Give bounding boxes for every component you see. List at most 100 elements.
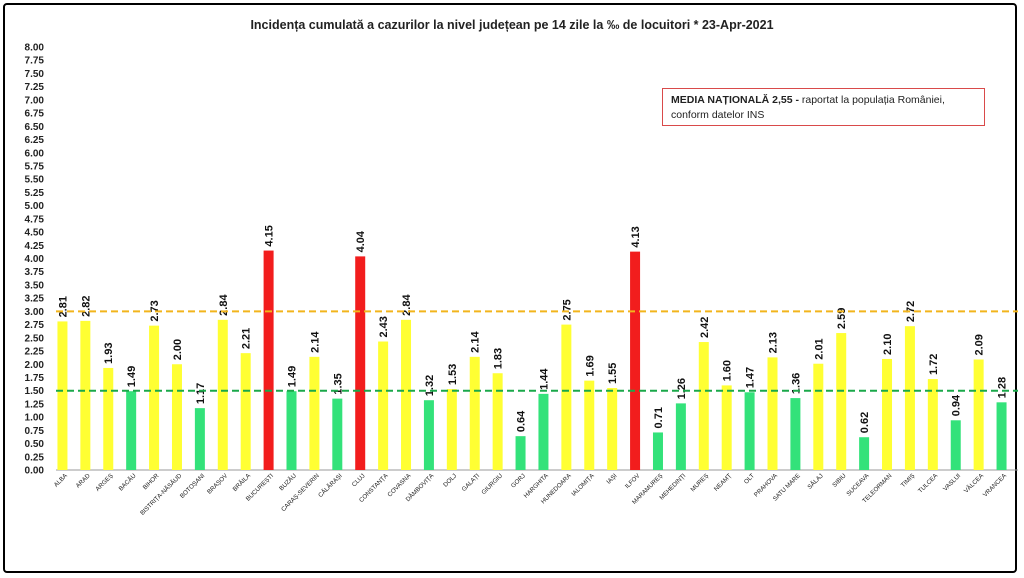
bar-value-label: 2.82 xyxy=(80,295,92,316)
chart-title: Incidența cumulată a cazurilor la nivel … xyxy=(250,18,774,32)
bar-value-label: 2.10 xyxy=(882,334,894,355)
x-category-label: OLT xyxy=(743,472,756,485)
bar-value-label: 2.09 xyxy=(974,334,986,355)
x-category-label: ALBA xyxy=(53,472,70,489)
y-tick-label: 7.00 xyxy=(25,95,45,106)
bar xyxy=(630,251,641,470)
bar-value-label: 4.15 xyxy=(264,225,276,246)
x-category-label: CLUJ xyxy=(351,472,367,488)
x-category-label: VRANCEA xyxy=(982,472,1009,499)
y-tick-label: 6.00 xyxy=(25,148,45,159)
y-tick-label: 7.25 xyxy=(25,82,45,93)
y-tick-label: 6.25 xyxy=(25,135,45,146)
bar-value-label: 1.44 xyxy=(538,368,550,390)
bar-value-label: 2.59 xyxy=(836,308,848,329)
bar xyxy=(836,333,847,470)
bar-value-label: 0.71 xyxy=(653,407,665,428)
bar-value-label: 4.13 xyxy=(630,226,642,247)
y-tick-label: 4.50 xyxy=(25,228,45,239)
x-category-label: IALOMIȚA xyxy=(570,472,596,498)
x-category-label: BRĂILA xyxy=(232,472,253,493)
x-category-label: SIBIU xyxy=(831,472,847,488)
y-tick-label: 4.75 xyxy=(25,214,45,225)
bar xyxy=(446,389,457,470)
x-category-label: BACĂU xyxy=(118,472,138,492)
x-category-label: BIHOR xyxy=(142,472,161,491)
bar-value-label: 1.55 xyxy=(607,363,619,384)
x-category-label: VASLUI xyxy=(942,472,962,492)
bar-value-label: 2.14 xyxy=(470,331,482,353)
bar xyxy=(859,437,870,470)
bar-value-label: 2.84 xyxy=(218,294,230,316)
bar xyxy=(767,357,778,470)
bar xyxy=(652,432,663,470)
x-category-label: ARAD xyxy=(75,472,92,489)
x-category-label: GORJ xyxy=(510,472,527,489)
bar-value-label: 1.83 xyxy=(493,348,505,369)
x-category-label: DOLJ xyxy=(442,472,458,488)
bar xyxy=(927,379,938,470)
y-tick-label: 0.50 xyxy=(25,439,45,450)
x-category-label: NEAMȚ xyxy=(713,472,733,492)
bar-value-label: 2.42 xyxy=(699,317,711,338)
bar xyxy=(103,367,114,470)
y-tick-label: 3.25 xyxy=(25,294,45,305)
bar xyxy=(355,256,366,470)
bar xyxy=(607,388,618,470)
y-tick-label: 5.75 xyxy=(25,161,45,172)
bar-value-label: 1.49 xyxy=(126,366,138,387)
bar xyxy=(996,402,1007,470)
x-category-label: SĂLAJ xyxy=(806,472,824,490)
bar-value-label: 2.81 xyxy=(57,296,69,317)
bar xyxy=(171,364,182,470)
bar-value-label: 1.69 xyxy=(584,355,596,376)
bar xyxy=(904,326,915,470)
y-tick-label: 5.00 xyxy=(25,201,45,212)
bar xyxy=(721,385,732,470)
y-tick-label: 2.50 xyxy=(25,333,45,344)
y-tick-label: 0.00 xyxy=(25,466,45,477)
bar-value-label: 1.47 xyxy=(745,367,757,388)
bar xyxy=(378,341,389,470)
x-category-label: GALAȚI xyxy=(461,472,482,493)
bar-value-label: 4.04 xyxy=(355,230,367,252)
y-tick-label: 3.50 xyxy=(25,280,45,291)
bar xyxy=(698,342,709,470)
bar xyxy=(57,321,68,470)
bar xyxy=(263,250,274,470)
bar xyxy=(194,408,205,470)
x-category-label: TIMIȘ xyxy=(900,472,917,489)
y-tick-label: 4.25 xyxy=(25,241,45,252)
bar-value-label: 2.00 xyxy=(172,339,184,360)
bar xyxy=(80,320,91,470)
y-tick-label: 0.25 xyxy=(25,452,45,463)
x-category-label: BISTRIȚA-NĂSĂUD xyxy=(139,472,184,517)
bar-value-label: 1.17 xyxy=(195,383,207,404)
y-tick-label: 0.75 xyxy=(25,426,45,437)
bar xyxy=(309,356,320,470)
bar xyxy=(973,359,984,470)
bar-value-label: 1.35 xyxy=(332,373,344,394)
bar xyxy=(469,356,480,470)
bar xyxy=(126,391,137,470)
national-average-label: MEDIA NAȚIONALĂ 2,55 - xyxy=(671,94,799,106)
x-category-label: BOTOȘANI xyxy=(179,472,207,500)
bar xyxy=(882,358,893,470)
bar-value-label: 0.62 xyxy=(859,412,871,433)
y-tick-label: 6.50 xyxy=(25,122,45,133)
x-category-label: VÂLCEA xyxy=(963,472,986,495)
x-category-label: IAȘI xyxy=(605,472,618,485)
bar xyxy=(515,436,526,470)
bar-value-label: 2.72 xyxy=(905,301,917,322)
y-tick-label: 8.00 xyxy=(25,43,45,54)
y-tick-label: 2.75 xyxy=(25,320,45,331)
x-category-label: MUREȘ xyxy=(689,472,710,493)
bar-value-label: 2.13 xyxy=(768,332,780,353)
bar-value-label: 2.14 xyxy=(309,331,321,353)
y-tick-label: 2.25 xyxy=(25,347,45,358)
bar xyxy=(561,324,572,470)
bar xyxy=(423,400,434,470)
x-category-label: BUZĂU xyxy=(278,472,298,492)
bar xyxy=(950,420,961,470)
